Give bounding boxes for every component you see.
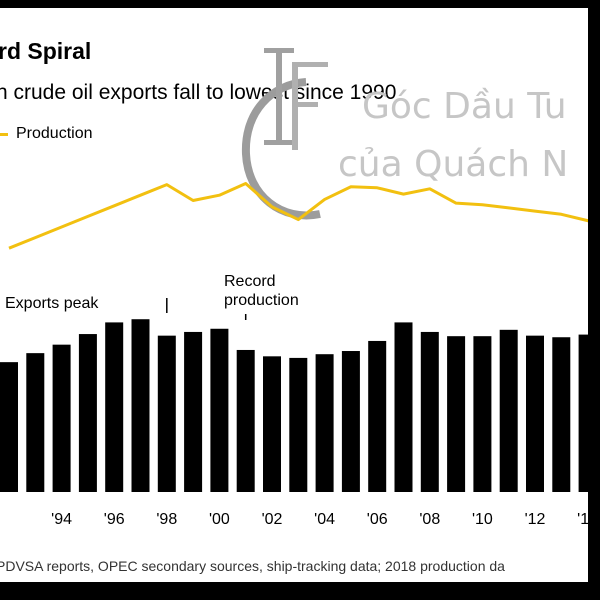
x-tick-label: '02 xyxy=(262,511,283,528)
bar-exports-2009 xyxy=(447,336,466,492)
bar-exports-1995 xyxy=(78,334,97,492)
bar-exports-2003 xyxy=(289,357,308,492)
x-tick-label: '94 xyxy=(51,511,72,528)
legend-label-production: Production xyxy=(16,125,93,142)
bar-exports-1993 xyxy=(26,353,45,492)
x-tick-label: '14 xyxy=(577,511,588,528)
bar-exports-2007 xyxy=(394,322,413,492)
legend: Production xyxy=(0,122,93,146)
bar-exports-2010 xyxy=(473,336,492,492)
legend-swatch-production xyxy=(0,132,8,136)
bar-exports-1992 xyxy=(0,362,18,492)
chart-frame: rd Spiral n crude oil exports fall to lo… xyxy=(0,8,588,582)
source-note: PDVSA reports, OPEC secondary sources, s… xyxy=(0,558,505,574)
bar-exports-2004 xyxy=(315,354,334,492)
bar-exports-1998 xyxy=(157,335,176,492)
bar-exports-2011 xyxy=(499,329,518,492)
bar-exports-2006 xyxy=(368,340,387,492)
watermark-logo xyxy=(241,48,328,220)
bar-exports-2001 xyxy=(236,349,255,492)
bar-exports-1996 xyxy=(105,322,124,492)
annotation-exports-peak: Exports peak xyxy=(5,295,99,312)
x-tick-label: '00 xyxy=(209,511,230,528)
bar-exports-1994 xyxy=(52,344,71,492)
bar-exports-2008 xyxy=(420,331,439,492)
chart-title: rd Spiral xyxy=(0,38,92,64)
bar-exports-2002 xyxy=(263,356,281,492)
bar-exports-2012 xyxy=(526,335,544,492)
bar-exports-2005 xyxy=(341,351,360,492)
bar-exports-2013 xyxy=(552,337,571,492)
bar-exports-1997 xyxy=(131,319,150,492)
bar-exports-2014 xyxy=(578,334,588,492)
x-tick-label: '98 xyxy=(156,511,177,528)
bar-exports-1999 xyxy=(184,331,203,492)
bar-exports-2000 xyxy=(210,328,229,492)
x-tick-label: '96 xyxy=(104,511,125,528)
x-tick-label: '06 xyxy=(367,511,388,528)
watermark-text-line1: Góc Dầu Tu xyxy=(362,86,567,127)
line-production xyxy=(8,182,588,250)
watermark-text-line2: của Quách N xyxy=(338,144,569,185)
chart-plot: '94 '96 '98 '00 '02 '04 '06 '08 '10 '12 '14 xyxy=(0,182,588,528)
x-tick-label: '08 xyxy=(419,511,440,528)
x-tick-label: '12 xyxy=(525,511,546,528)
x-tick-label: '04 xyxy=(314,511,335,528)
x-tick-label: '10 xyxy=(472,511,493,528)
annotation-record-production: Record production xyxy=(224,273,299,309)
